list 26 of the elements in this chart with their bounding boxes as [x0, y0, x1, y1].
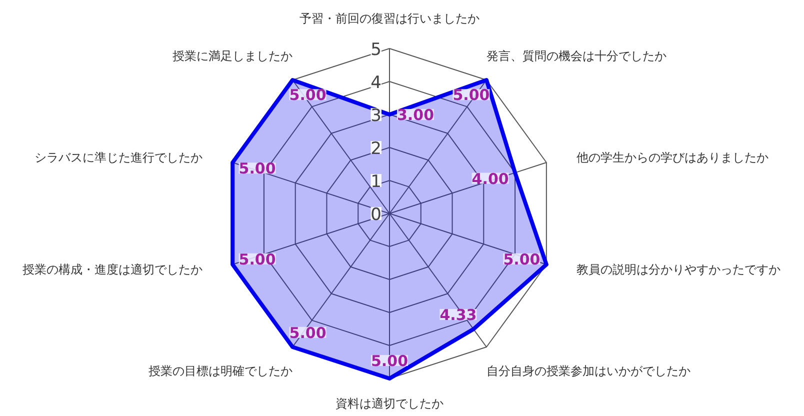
data-label: 4.00: [472, 170, 509, 188]
spoke-label: 発言、質問の機会は十分でしたか: [486, 49, 666, 64]
data-label: 5.00: [238, 250, 276, 268]
data-label: 5.00: [289, 86, 326, 104]
spoke-label: 自分自身の授業参加はいかがでしたか: [486, 364, 690, 378]
y-tick-label: 5: [370, 40, 382, 60]
y-tick-label: 0: [370, 205, 382, 225]
y-tick-label: 2: [370, 139, 382, 159]
data-label: 5.00: [289, 324, 326, 342]
y-tick-label: 4: [370, 73, 382, 93]
data-label: 5.00: [503, 250, 540, 268]
data-label: 5.00: [370, 352, 408, 370]
spoke-label: 授業の目標は明確でしたか: [148, 364, 293, 378]
spoke-label: 資料は適切でしたか: [336, 396, 444, 410]
data-label: 3.00: [396, 106, 434, 124]
data-label: 5.00: [238, 160, 276, 178]
data-label: 4.33: [440, 306, 477, 324]
y-tick-label: 3: [370, 106, 382, 126]
spoke-label: 教員の説明は分かりやすかったですか: [576, 262, 780, 276]
y-tick-label: 1: [370, 172, 382, 192]
spoke-label: 予習・前回の復習は行いましたか: [300, 12, 480, 26]
spoke-label: シラバスに準じた進行でしたか: [34, 150, 203, 165]
spoke-label: 授業の構成・進度は適切でしたか: [22, 262, 203, 276]
data-label: 5.00: [452, 86, 490, 104]
spoke-label: 授業に満足しましたか: [172, 49, 293, 64]
spoke-label: 他の学生からの学びはありましたか: [576, 150, 768, 165]
